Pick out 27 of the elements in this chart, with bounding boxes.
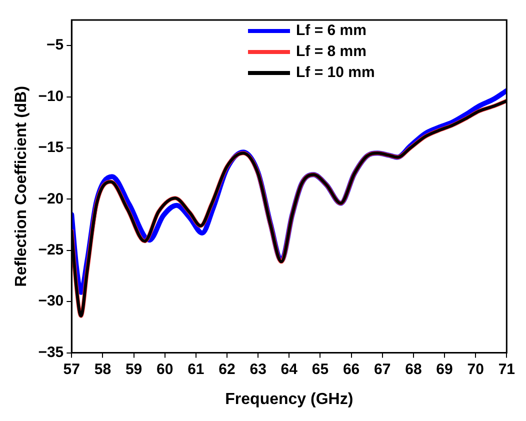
x-tick-label: 65 <box>312 360 329 378</box>
legend-label: Lf = 6 mm <box>296 22 366 39</box>
x-tick-label: 58 <box>94 360 112 378</box>
y-tick-label: −25 <box>38 242 64 259</box>
y-tick-label: −35 <box>38 344 64 361</box>
x-tick-label: 61 <box>188 360 204 378</box>
legend-label: Lf = 8 mm <box>296 43 366 60</box>
y-axis-title: Reflection Coefficient (dB) <box>13 86 30 287</box>
y-tick-label: −30 <box>38 292 64 310</box>
x-tick-label: 59 <box>125 360 142 378</box>
x-axis-title: Frequency (GHz) <box>225 390 354 408</box>
y-tick-label: −5 <box>46 36 64 54</box>
x-tick-label: 66 <box>342 360 360 378</box>
y-tick-label: −10 <box>38 88 64 105</box>
x-tick-label: 70 <box>467 360 484 378</box>
y-tick-label: −15 <box>38 139 64 156</box>
x-tick-label: 69 <box>436 360 453 378</box>
x-tick-label: 63 <box>250 360 266 378</box>
y-tick-label: −20 <box>38 190 64 208</box>
legend-label: Lf = 10 mm <box>296 64 375 81</box>
x-tick-label: 68 <box>405 360 422 378</box>
x-tick-label: 57 <box>63 360 80 378</box>
x-tick-label: 60 <box>156 360 174 378</box>
x-tick-label: 64 <box>280 360 298 378</box>
x-tick-label: 62 <box>218 360 236 378</box>
x-tick-label: 71 <box>498 360 515 378</box>
x-tick-label: 67 <box>374 360 391 378</box>
